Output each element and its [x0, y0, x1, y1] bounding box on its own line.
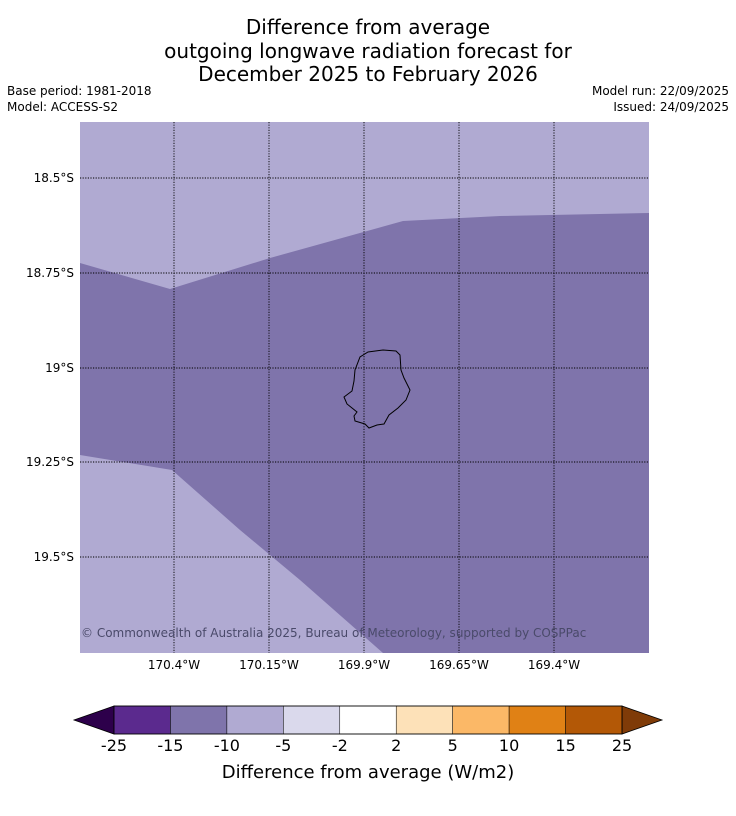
map-panel: © Commonwealth of Australia 2025, Bureau… — [80, 122, 649, 653]
colorbar-tick: -25 — [101, 736, 127, 755]
lon-label: 169.9°W — [338, 658, 390, 672]
lat-label: 19°S — [45, 361, 74, 375]
lon-label: 170.15°W — [239, 658, 299, 672]
anomaly-band-dark — [80, 213, 649, 653]
longitude-labels: 170.4°W 170.15°W 169.9°W 169.65°W 169.4°… — [148, 658, 580, 672]
base-period: Base period: 1981-2018 — [7, 84, 152, 98]
lat-label: 18.75°S — [26, 266, 74, 280]
colorbar-tick: 25 — [612, 736, 632, 755]
colorbar-segment — [339, 705, 397, 735]
island-outline-niue — [343, 349, 411, 429]
colorbar-tick: -10 — [214, 736, 240, 755]
colorbar-tick: 5 — [448, 736, 458, 755]
colorbar-segments — [113, 705, 623, 735]
colorbar-tick: -15 — [157, 736, 183, 755]
title-line-2: outgoing longwave radiation forecast for — [164, 38, 572, 63]
lon-label: 169.65°W — [429, 658, 489, 672]
colorbar-segment — [113, 705, 171, 735]
model-name: Model: ACCESS-S2 — [7, 99, 119, 114]
colorbar-segment — [508, 705, 566, 735]
colorbar-segment — [452, 705, 510, 735]
model-run: Model run: 22/09/2025 — [591, 84, 729, 98]
colorbar-segment — [565, 705, 623, 735]
colorbar-segment — [395, 705, 453, 735]
issued-date: Issued: 24/09/2025 — [613, 99, 729, 114]
colorbar-tick: 2 — [391, 736, 401, 755]
colorbar-tick: 15 — [555, 736, 575, 755]
colorbar-segment — [283, 705, 341, 735]
lat-label: 19.5°S — [34, 550, 74, 564]
copyright-text: © Commonwealth of Australia 2025, Bureau… — [81, 626, 586, 640]
colorbar-frame — [113, 705, 623, 735]
colorbar-tick: -2 — [332, 736, 348, 755]
lon-label: 170.4°W — [148, 658, 200, 672]
colorbar-label: Difference from average (W/m2) — [222, 762, 514, 783]
meta-right: Model run: 22/09/2025 Issued: 24/09/2025 — [592, 84, 729, 115]
colorbar-over-arrow — [621, 705, 664, 735]
lat-label: 18.5°S — [34, 171, 74, 185]
colorbar-under-arrow — [72, 705, 115, 735]
colorbar-segment — [170, 705, 228, 735]
lon-label: 169.4°W — [528, 658, 580, 672]
title-line-3: December 2025 to February 2026 — [198, 62, 538, 86]
map-title: Difference from average outgoing longwav… — [0, 15, 736, 87]
colorbar-segment — [226, 705, 284, 735]
title-line-1: Difference from average — [245, 15, 491, 39]
colorbar-tick: -5 — [275, 736, 291, 755]
graticule — [80, 122, 649, 653]
latitude-labels: 18.5°S 18.75°S 19°S 19.25°S 19.5°S — [26, 171, 74, 564]
colorbar-ticks: -25 -15 -10 -5 -2 2 5 10 15 25 — [101, 736, 632, 755]
colorbar-tick: 10 — [499, 736, 519, 755]
lat-label: 19.25°S — [26, 455, 74, 469]
meta-left: Base period: 1981-2018 Model: ACCESS-S2 — [7, 84, 152, 115]
colorbar: -25 -15 -10 -5 -2 2 5 10 15 25 Differenc… — [72, 705, 664, 783]
